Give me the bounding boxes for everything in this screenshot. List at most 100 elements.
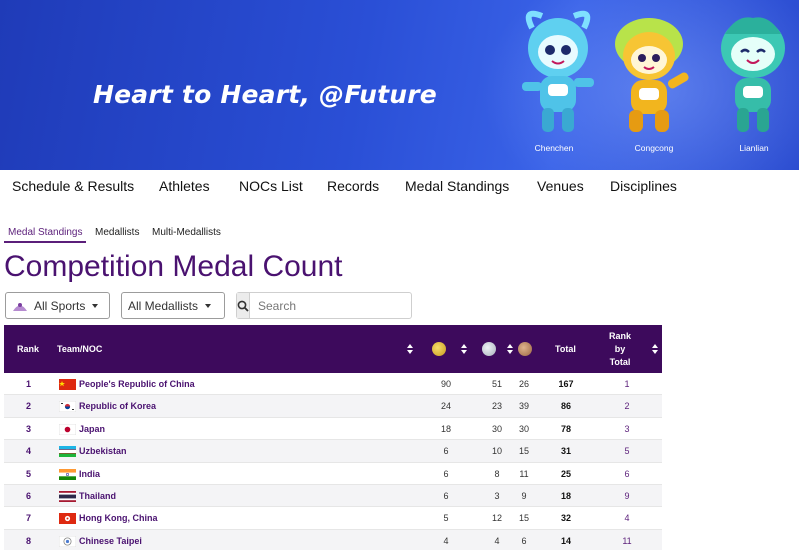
chevron-down-icon: [205, 303, 212, 308]
team-name-link[interactable]: Japan: [79, 423, 106, 434]
silver-count: 30: [491, 423, 502, 434]
gold-count: 6: [443, 446, 449, 457]
sort-icon[interactable]: [407, 344, 413, 354]
subtab-medal-standings[interactable]: Medal Standings: [8, 227, 83, 238]
main-nav: Schedule & Results Athletes NOCs List Re…: [0, 170, 799, 202]
rank-cell: 2: [26, 401, 32, 412]
nav-item-athletes[interactable]: Athletes: [159, 178, 210, 194]
silver-medal-icon: [482, 342, 496, 356]
korea-flag-icon: [59, 401, 76, 413]
table-row[interactable]: 2 Republic of Korea 24 23 39 86 2: [4, 395, 662, 418]
gold-count: 6: [443, 468, 449, 479]
table-row[interactable]: 3 Japan 18 30 30 78 3: [4, 418, 662, 441]
table-row[interactable]: 5 India 6 8 11 25 6: [4, 463, 662, 485]
chinese-taipei-flag-icon: [59, 535, 76, 547]
gold-count: 90: [440, 379, 451, 389]
rank-by-total: 3: [624, 423, 630, 434]
bronze-medal-icon: [518, 342, 532, 356]
table-row[interactable]: 4 Uzbekistan 6 10 15 31 5: [4, 440, 662, 463]
table-row[interactable]: 6 Thailand 6 3 9 18 9: [4, 484, 662, 508]
table-body: 1 People's Republic of China 90 51 2 6 167 1 2 Re…: [4, 373, 662, 550]
rank-by-total: 4: [624, 513, 630, 524]
col-total-header[interactable]: Total: [555, 344, 576, 354]
table-row[interactable]: 1 People's Republic of China 90 51 26 167 1: [4, 373, 662, 396]
nav-item-disciplines[interactable]: Disciplines: [610, 178, 677, 194]
japan-flag-icon: [59, 423, 76, 435]
search-button[interactable]: [237, 293, 250, 318]
total-count: 78: [560, 423, 571, 434]
sort-icon[interactable]: [461, 344, 467, 354]
col-rank-header[interactable]: Rank: [17, 344, 40, 354]
rank-by-total: 2: [624, 401, 630, 412]
rank-cell: 5: [26, 468, 32, 479]
table-row[interactable]: 8 Chinese Taipei 4 4 6 14 11: [4, 529, 662, 550]
col-rank-by-total-header[interactable]: Rank by Total: [608, 330, 631, 367]
subtab-multi-medallists[interactable]: Multi-Medallists: [152, 227, 221, 238]
team-name-link[interactable]: Republic of Korea: [79, 401, 157, 412]
subtab-medallists[interactable]: Medallists: [95, 227, 140, 238]
mascot-chenchen-icon: [522, 10, 594, 132]
thailand-flag-icon: [59, 490, 76, 502]
team-name-link[interactable]: Hong Kong, China: [79, 513, 158, 524]
gold-count: 24: [440, 401, 451, 412]
gold-medal-icon: [432, 342, 446, 356]
rank-cell: 7: [26, 513, 32, 524]
team-name-link[interactable]: India: [79, 468, 101, 479]
bronze-count: 15: [518, 446, 529, 457]
sort-icon[interactable]: [507, 344, 513, 354]
nav-item-records[interactable]: Records: [327, 178, 380, 194]
active-tab-underline: [4, 241, 86, 243]
total-count: 86: [560, 401, 571, 412]
silver-count: 51: [491, 379, 502, 389]
sort-icon[interactable]: [652, 344, 658, 354]
bronze-count: 15: [518, 513, 529, 524]
silver-count: 4: [494, 535, 500, 546]
nav-item-schedule-results[interactable]: Schedule & Results: [12, 178, 135, 194]
team-name-link[interactable]: Chinese Taipei: [79, 535, 142, 546]
rank-by-total: 1: [624, 379, 630, 389]
table-header: Rank Team/NOC Total Rank by Total: [4, 325, 662, 373]
medal-table: Rank Team/NOC Total Rank by Total 1 Peopl…: [4, 325, 662, 550]
bronze-count: 6: [521, 535, 527, 546]
total-count: 32: [560, 513, 571, 524]
search-icon: [237, 300, 249, 312]
medallists-filter-select[interactable]: All Medallists: [121, 292, 225, 319]
team-name-link[interactable]: Uzbekistan: [79, 446, 127, 457]
sports-filter-label: All Sports: [34, 298, 86, 313]
bronze-count: 39: [518, 401, 529, 412]
medallists-filter-label: All Medallists: [128, 298, 199, 313]
silver-count: 10: [491, 446, 502, 457]
hero-banner: Heart to Heart, @Future Chenchen Congcon…: [0, 0, 799, 170]
hongkong-flag-icon: [59, 513, 76, 525]
gold-count: 6: [443, 490, 449, 501]
silver-count: 23: [491, 401, 502, 412]
rank-cell: 8: [26, 535, 32, 546]
total-count: 167: [558, 379, 574, 389]
chevron-down-icon: [92, 303, 99, 308]
total-count: 31: [560, 446, 571, 457]
page-title: Competition Medal Count: [4, 250, 343, 283]
mascot-name: Chenchen: [534, 143, 574, 153]
mascot-name: Lianlian: [739, 143, 769, 153]
team-name-link[interactable]: People's Republic of China: [79, 379, 195, 389]
rank-cell: 3: [26, 423, 32, 434]
search-input[interactable]: [250, 293, 413, 318]
nav-item-nocs-list[interactable]: NOCs List: [239, 178, 303, 194]
silver-count: 12: [491, 513, 502, 524]
bronze-count: 30: [518, 423, 529, 434]
col-team-header[interactable]: Team/NOC: [57, 344, 103, 354]
china-flag-icon: [59, 379, 76, 390]
sports-filter-select[interactable]: All Sports: [5, 292, 110, 319]
gold-count: 4: [443, 535, 449, 546]
uzbekistan-flag-icon: [59, 446, 76, 458]
rank-by-total: 9: [624, 490, 630, 501]
mascot-congcong-icon: [615, 18, 689, 132]
silver-count: 3: [494, 490, 500, 501]
nav-item-venues[interactable]: Venues: [537, 178, 584, 194]
total-count: 18: [560, 490, 571, 501]
gold-count: 18: [440, 423, 451, 434]
gold-count: 5: [443, 513, 449, 524]
nav-item-medal-standings[interactable]: Medal Standings: [405, 178, 510, 194]
team-name-link[interactable]: Thailand: [79, 490, 117, 501]
table-row[interactable]: 7 Hong Kong, China 5 12 15 32 4: [4, 507, 662, 530]
